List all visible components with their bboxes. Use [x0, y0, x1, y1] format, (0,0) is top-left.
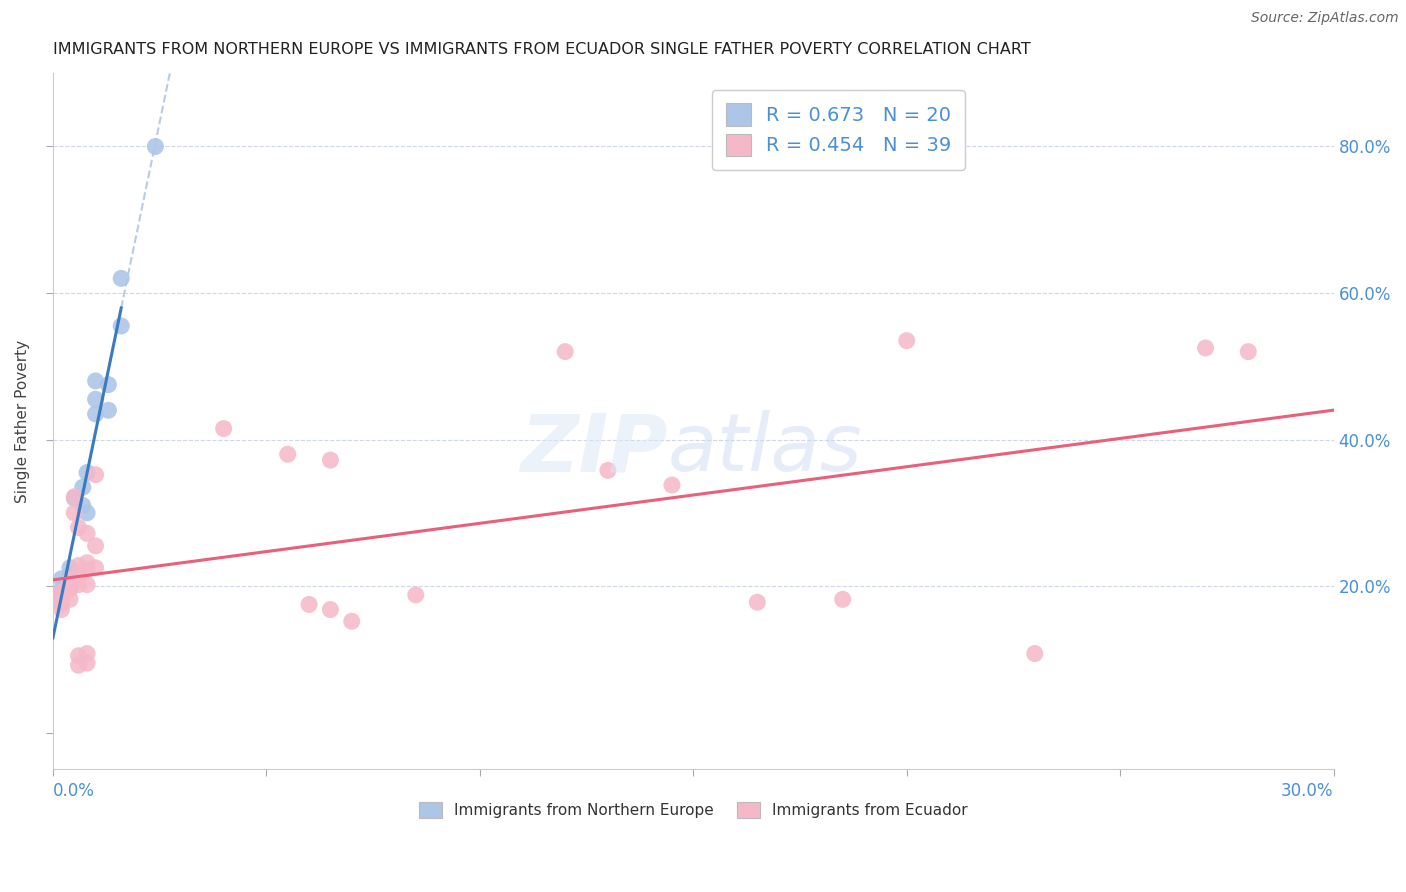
Point — [831, 592, 853, 607]
Point — [59, 575, 82, 590]
Point — [59, 592, 82, 607]
Point — [110, 271, 132, 285]
Text: ZIP: ZIP — [520, 410, 668, 488]
Point — [76, 506, 98, 520]
Point — [277, 447, 299, 461]
Point — [1194, 341, 1216, 355]
Point — [51, 595, 73, 609]
Point — [97, 403, 120, 417]
Point — [340, 615, 363, 629]
Point — [97, 377, 120, 392]
Point — [51, 582, 73, 597]
Point — [51, 590, 73, 604]
Point — [59, 561, 82, 575]
Point — [84, 561, 107, 575]
Point — [51, 602, 73, 616]
Point — [110, 318, 132, 333]
Point — [84, 467, 107, 482]
Point — [72, 480, 94, 494]
Point — [84, 392, 107, 407]
Point — [76, 656, 98, 670]
Point — [67, 558, 90, 573]
Y-axis label: Single Father Poverty: Single Father Poverty — [15, 340, 30, 503]
Point — [1237, 344, 1260, 359]
Point — [405, 588, 427, 602]
Point — [51, 590, 73, 604]
Point — [319, 453, 342, 467]
Point — [84, 407, 107, 421]
Point — [51, 572, 73, 586]
Point — [661, 478, 683, 492]
Point — [51, 585, 73, 599]
Point — [67, 658, 90, 673]
Point — [76, 647, 98, 661]
Legend: Immigrants from Northern Europe, Immigrants from Ecuador: Immigrants from Northern Europe, Immigra… — [413, 796, 974, 824]
Point — [63, 506, 86, 520]
Point — [896, 334, 918, 348]
Point — [67, 520, 90, 534]
Text: Source: ZipAtlas.com: Source: ZipAtlas.com — [1251, 11, 1399, 25]
Point — [67, 577, 90, 591]
Point — [76, 577, 98, 591]
Point — [319, 602, 342, 616]
Point — [298, 598, 321, 612]
Point — [554, 344, 576, 359]
Text: IMMIGRANTS FROM NORTHERN EUROPE VS IMMIGRANTS FROM ECUADOR SINGLE FATHER POVERTY: IMMIGRANTS FROM NORTHERN EUROPE VS IMMIG… — [53, 42, 1031, 57]
Point — [51, 598, 73, 612]
Point — [1024, 647, 1046, 661]
Text: 30.0%: 30.0% — [1281, 782, 1334, 800]
Point — [63, 491, 86, 506]
Point — [212, 421, 235, 435]
Point — [145, 139, 167, 153]
Point — [84, 374, 107, 388]
Point — [76, 556, 98, 570]
Point — [76, 526, 98, 541]
Point — [59, 582, 82, 596]
Point — [84, 539, 107, 553]
Text: atlas: atlas — [668, 410, 862, 488]
Point — [59, 568, 82, 582]
Point — [59, 579, 82, 593]
Point — [747, 595, 769, 609]
Point — [596, 463, 619, 477]
Point — [67, 648, 90, 663]
Point — [76, 563, 98, 577]
Point — [63, 490, 86, 504]
Point — [59, 574, 82, 588]
Point — [72, 499, 94, 513]
Point — [67, 566, 90, 580]
Point — [76, 466, 98, 480]
Text: 0.0%: 0.0% — [53, 782, 94, 800]
